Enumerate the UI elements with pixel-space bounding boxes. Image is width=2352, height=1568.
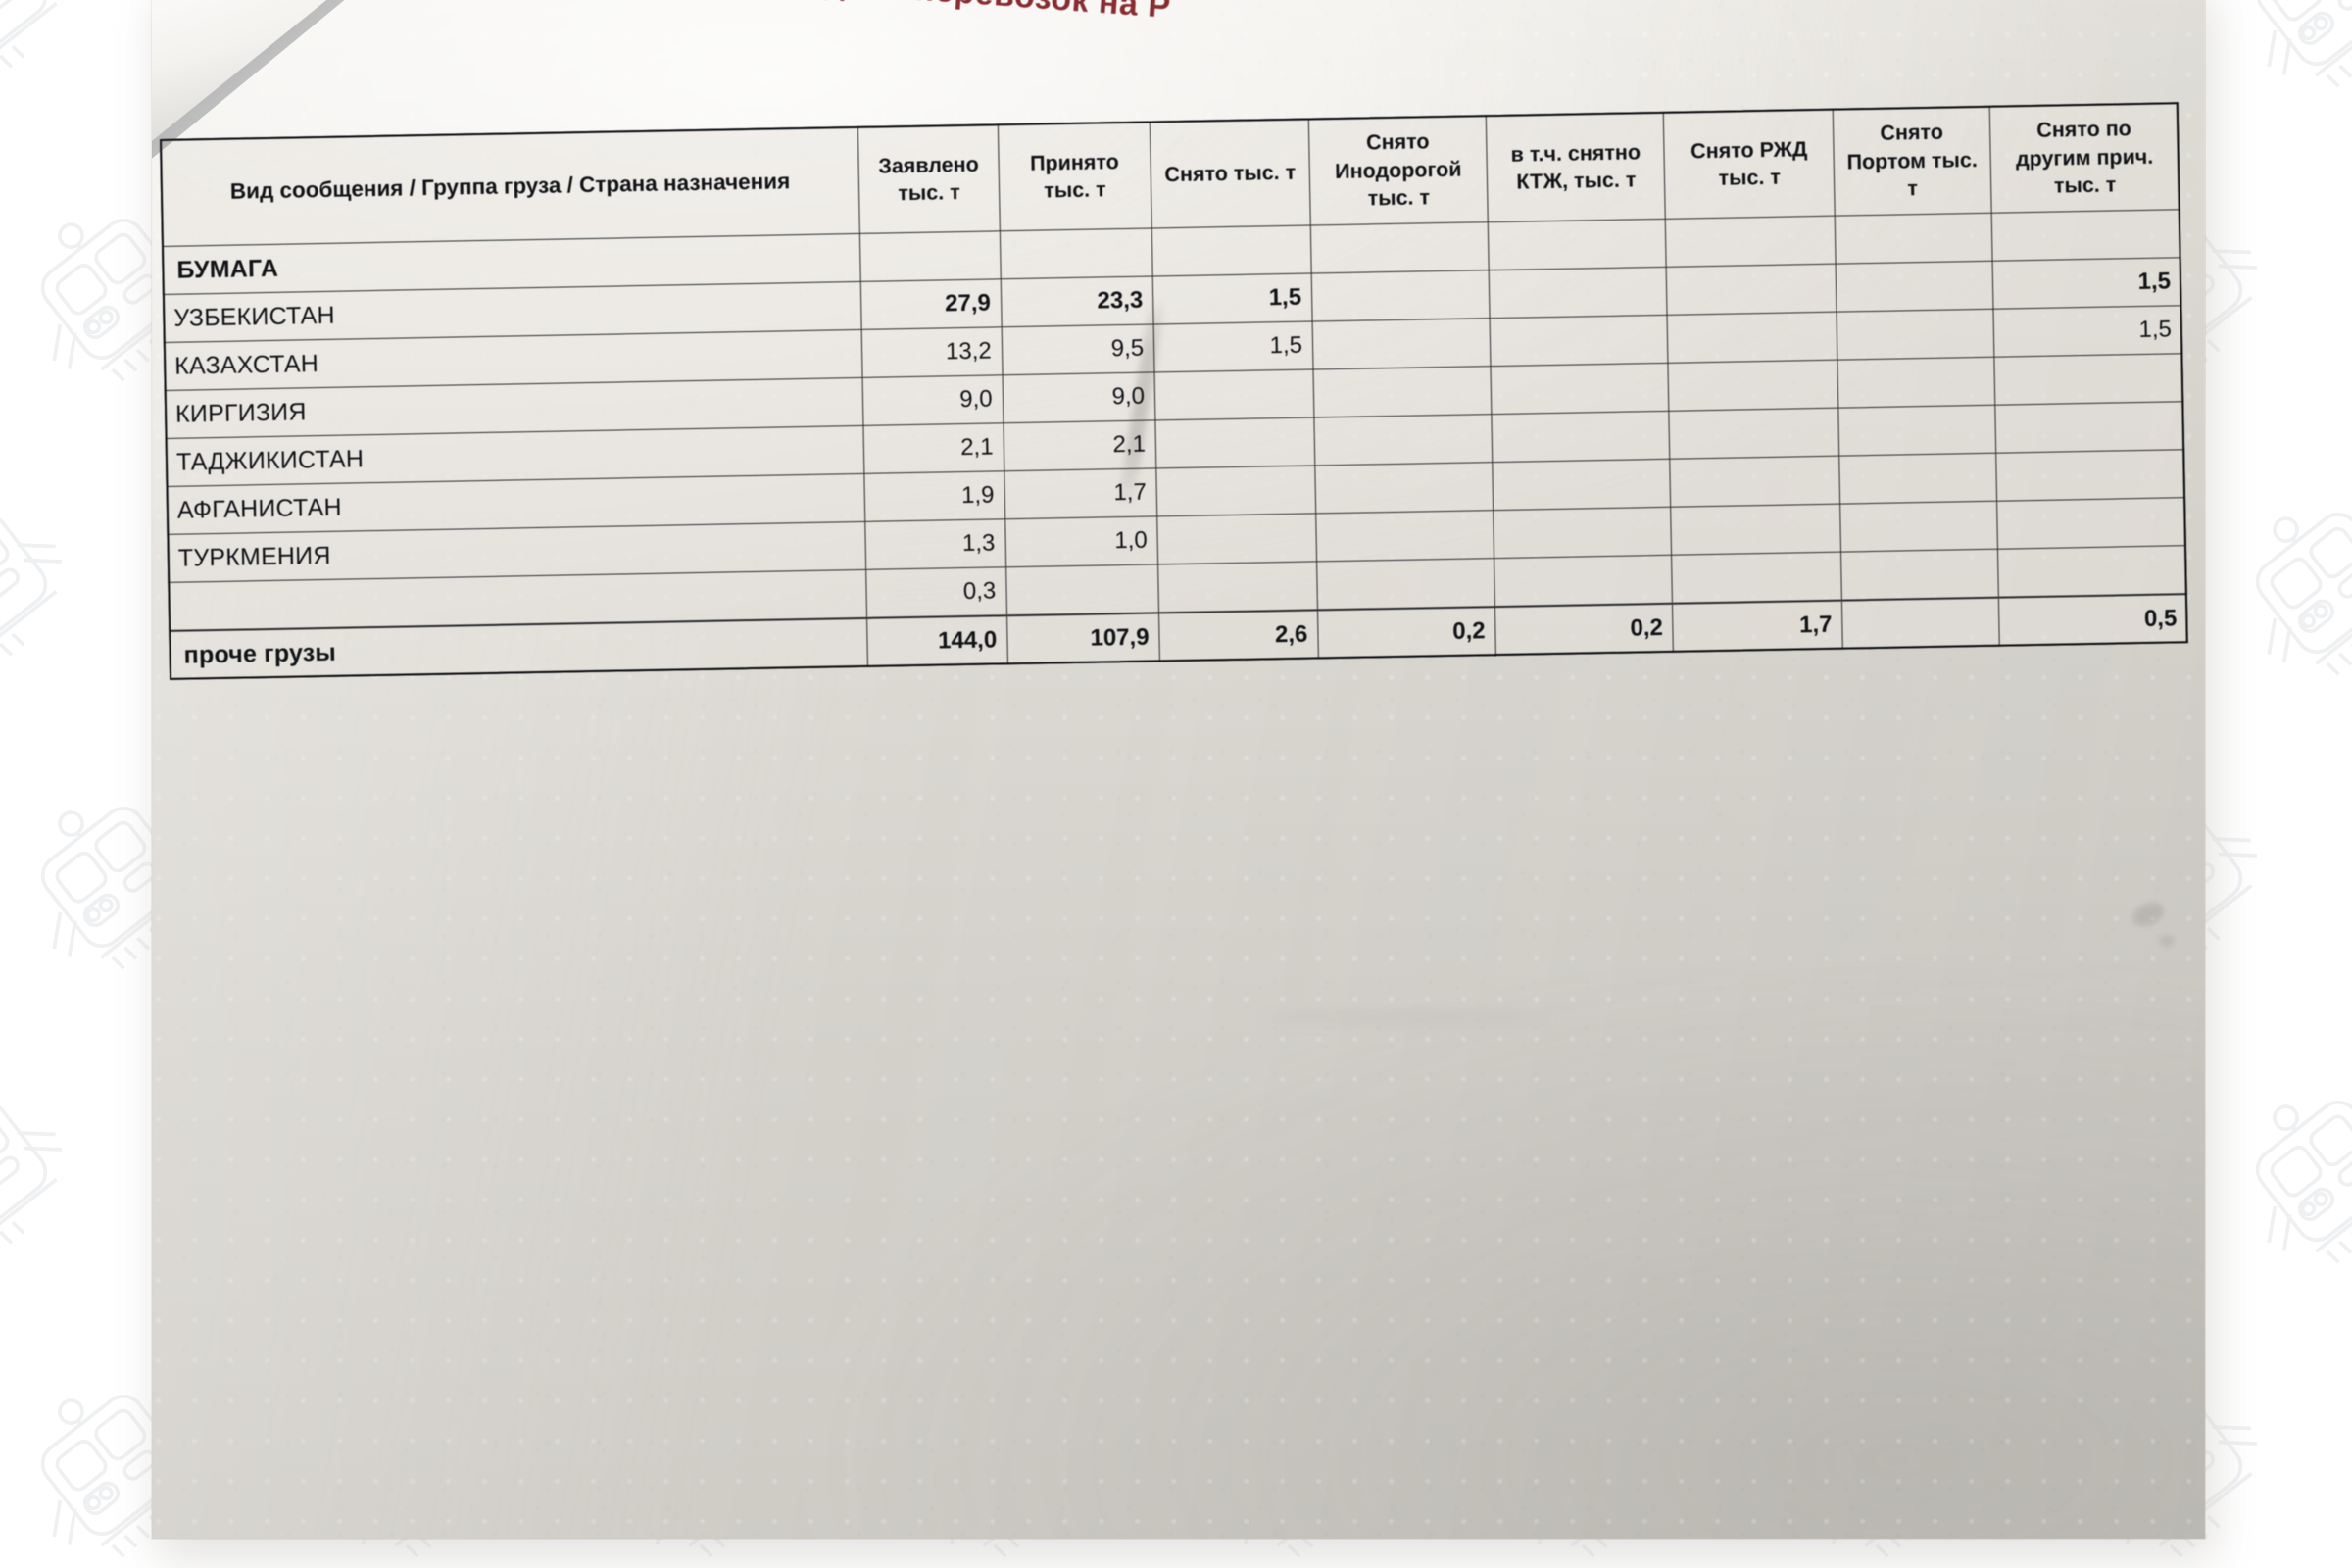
document-title: Сводник перевозок на Р [759, 0, 1172, 26]
cell-removed_rzd [1670, 456, 1840, 508]
cell-accepted: 23,3 [1000, 275, 1154, 327]
cell-removed_foreign_road [1310, 221, 1490, 273]
cell-removed_other [1996, 497, 2186, 550]
cell-removed_rzd [1665, 216, 1837, 268]
cell-removed_port [1838, 453, 1997, 505]
cell-accepted: 9,5 [1001, 323, 1155, 375]
cell-removed_rzd [1667, 312, 1838, 364]
cell-accepted: 9,0 [1002, 371, 1155, 423]
column-header-removed-rzd: Снято РЖД тыс. т [1663, 109, 1836, 220]
column-header-declared: Заявлено тыс. т [858, 123, 1001, 234]
watermark-locomotive-icon [0, 764, 225, 990]
column-header-accepted: Принято тыс. т [998, 121, 1152, 231]
cell-accepted: 1,7 [1004, 467, 1157, 519]
cell-removed: 2,6 [1158, 610, 1319, 662]
cell-removed_foreign_road [1311, 270, 1491, 321]
cell-removed_ktz [1490, 315, 1669, 367]
cell-removed [1154, 368, 1314, 420]
cell-declared [859, 230, 1001, 282]
paper-smudge [1257, 1011, 1551, 1023]
column-header-name: Вид сообщения / Группа груза / Страна на… [160, 126, 860, 247]
cell-declared: 1,3 [864, 518, 1006, 570]
cell-removed_foreign_road [1313, 414, 1493, 466]
cell-removed [1152, 224, 1312, 276]
cell-removed_ktz [1488, 219, 1667, 270]
cell-removed_other: 1,5 [1991, 257, 2181, 310]
cell-removed [1155, 465, 1316, 516]
cell-declared: 9,0 [862, 374, 1004, 426]
table-body: БУМАГА УЗБЕКИСТАН 27,9 23,3 1,5 1,5 КАЗАХСТАН 1… [162, 209, 2188, 680]
cell-removed_ktz [1492, 459, 1672, 511]
cell-removed_other: 1,5 [1992, 305, 2182, 358]
column-header-removed: Снято тыс. т [1150, 119, 1311, 228]
cell-removed_foreign_road [1315, 510, 1494, 562]
paper-smudge [2128, 897, 2169, 932]
cell-removed_other [1994, 401, 2184, 454]
paper-smudge [2159, 935, 2175, 947]
cell-accepted: 107,9 [1006, 612, 1160, 664]
cell-removed_port [1838, 405, 1996, 457]
cell-declared: 0,3 [865, 566, 1007, 618]
cell-removed_rzd [1666, 264, 1838, 316]
cell-accepted [1000, 227, 1153, 279]
cell-removed_other [1993, 353, 2183, 406]
cell-removed [1157, 561, 1318, 613]
cell-accepted [1005, 564, 1159, 616]
cell-removed_ktz [1492, 411, 1671, 463]
cell-removed_other [1995, 449, 2185, 502]
cell-removed_other: 0,5 [1998, 594, 2188, 647]
cell-removed_foreign_road [1312, 366, 1493, 417]
freight-report-table: Вид сообщения / Группа груза / Страна на… [160, 102, 2188, 680]
column-header-removed-port: Снято Портом тыс. т [1833, 106, 1992, 217]
cell-accepted: 1,0 [1004, 515, 1158, 567]
cell-removed_port [1838, 357, 1995, 409]
cell-removed_foreign_road [1314, 462, 1494, 514]
cell-declared: 13,2 [861, 326, 1003, 378]
cell-removed_ktz: 0,2 [1494, 603, 1674, 656]
column-header-removed-other: Снято по другим прич. тыс. т [1989, 102, 2180, 214]
cell-removed_rzd [1671, 504, 1841, 556]
cell-removed_foreign_road [1316, 558, 1495, 611]
cell-removed_rzd [1672, 552, 1842, 604]
cell-removed_other [1991, 209, 2181, 262]
watermark-locomotive-icon [2215, 0, 2352, 108]
cell-removed_port [1841, 597, 2000, 650]
data-table-container: Вид сообщения / Группа груза / Страна на… [160, 102, 2188, 680]
cell-removed_ktz [1493, 507, 1673, 559]
cell-removed_port [1839, 501, 1998, 553]
cell-removed_ktz [1489, 267, 1668, 318]
cell-declared: 1,9 [864, 470, 1005, 522]
cell-declared: 144,0 [866, 615, 1008, 667]
scanned-paper-sheet: Сводник перевозок на Р [152, 0, 2205, 1539]
cell-removed: 1,5 [1153, 320, 1313, 372]
cell-declared: 2,1 [863, 422, 1004, 474]
cell-removed_port [1840, 549, 1999, 601]
column-header-removed-foreign-road: Снято Инодорогой тыс. т [1308, 115, 1489, 225]
cell-removed_rzd [1668, 360, 1838, 412]
column-header-removed-ktz: в т.ч. снятно КТЖ, тыс. т [1486, 112, 1666, 222]
cell-removed_ktz [1491, 363, 1670, 415]
watermark-locomotive-icon [2215, 1058, 2352, 1284]
cell-removed_foreign_road [1312, 318, 1492, 369]
cell-removed_port [1836, 261, 1993, 313]
cell-removed [1154, 416, 1315, 468]
watermark-locomotive-icon [0, 0, 88, 108]
cell-removed [1156, 513, 1317, 564]
cell-removed_foreign_road: 0,2 [1317, 607, 1496, 659]
cell-removed_port [1835, 213, 1992, 265]
cell-removed_other [1997, 545, 2187, 598]
cell-accepted: 2,1 [1003, 419, 1156, 471]
watermark-locomotive-icon [0, 470, 88, 696]
cell-removed_rzd [1669, 408, 1839, 460]
cell-removed: 1,5 [1152, 272, 1313, 324]
cell-removed_ktz [1494, 555, 1673, 608]
watermark-locomotive-icon [0, 1058, 88, 1284]
watermark-locomotive-icon [2215, 470, 2352, 696]
cell-declared: 27,9 [860, 278, 1002, 330]
cell-removed_rzd: 1,7 [1672, 600, 1843, 653]
cell-removed_port [1837, 309, 1994, 361]
